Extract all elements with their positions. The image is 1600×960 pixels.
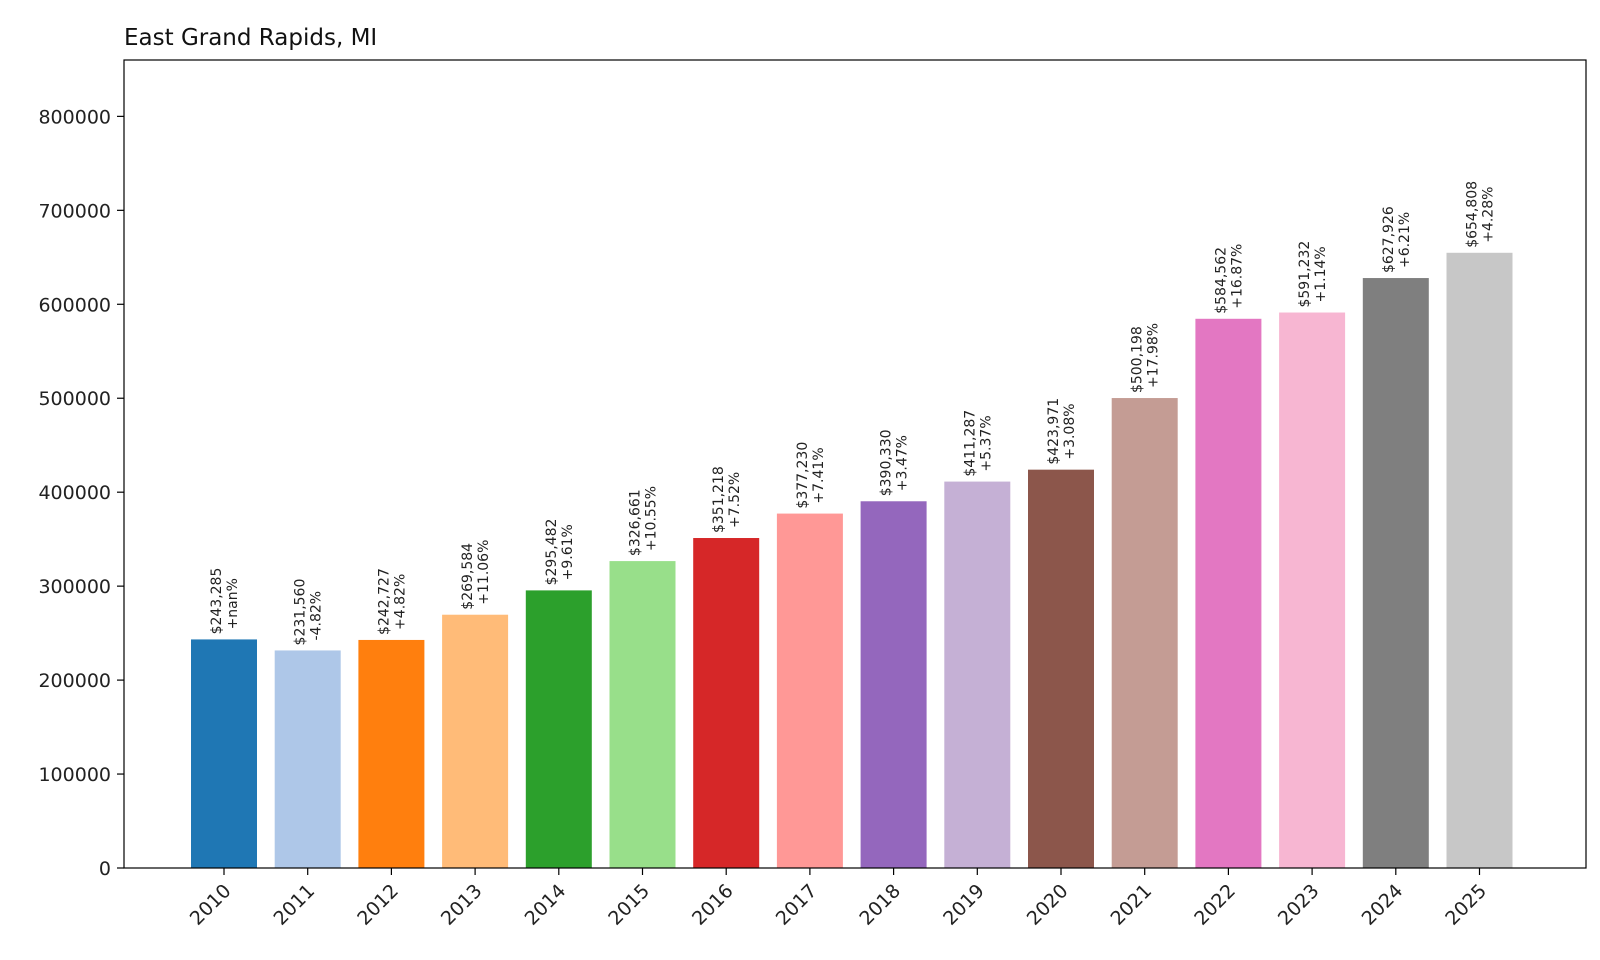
bar-value-label-2024: $627,926	[1381, 206, 1397, 273]
x-tick-label-2023: 2023	[1274, 880, 1324, 930]
x-tick-label-2025: 2025	[1441, 880, 1491, 930]
bar-value-label-2022: $584,562	[1213, 247, 1229, 314]
bar-value-label-2018: $390,330	[879, 429, 895, 496]
bar-value-label-2025: $654,808	[1465, 181, 1481, 248]
x-tick-label-2024: 2024	[1358, 880, 1408, 930]
bar-change-label-2018: +3.47%	[895, 435, 911, 491]
bar-2015	[609, 561, 676, 868]
y-tick-label: 100000	[38, 764, 111, 786]
bar-2024	[1362, 278, 1429, 868]
bar-2014	[525, 590, 592, 868]
bar-value-label-2020: $423,971	[1046, 398, 1062, 465]
bar-value-label-2010: $243,285	[209, 568, 225, 635]
bar-value-label-2023: $591,232	[1297, 241, 1313, 308]
x-tick-label-2020: 2020	[1023, 880, 1073, 930]
bar-value-label-2014: $295,482	[544, 519, 560, 586]
bar-value-label-2019: $411,287	[962, 410, 978, 477]
x-tick-label-2010: 2010	[186, 880, 236, 930]
bar-value-label-2011: $231,560	[293, 579, 309, 646]
y-tick-label: 0	[99, 858, 111, 880]
x-tick-label-2019: 2019	[939, 880, 989, 930]
x-tick-label-2016: 2016	[688, 880, 738, 930]
bar-change-label-2024: +6.21%	[1397, 212, 1413, 268]
bar-2013	[442, 614, 509, 868]
x-tick-label-2017: 2017	[772, 880, 822, 930]
x-tick-label-2011: 2011	[269, 880, 319, 930]
x-tick-label-2014: 2014	[521, 880, 571, 930]
bar-value-label-2017: $377,230	[795, 442, 811, 509]
x-tick-label-2015: 2015	[604, 880, 654, 930]
bar-change-label-2020: +3.08%	[1062, 403, 1078, 459]
x-tick-label-2022: 2022	[1190, 880, 1240, 930]
bar-labels-group: $243,285 +nan% $231,560 -4.82% $242,727 +4.82…	[209, 181, 1497, 645]
bar-change-label-2010: +nan%	[225, 578, 241, 629]
y-axis: 0 100000 200000 300000 400000 500000 600000 700…	[38, 106, 124, 880]
bar-value-label-2012: $242,727	[376, 568, 392, 635]
bar-change-label-2019: +5.37%	[978, 415, 994, 471]
y-tick-label: 400000	[38, 482, 111, 504]
bar-change-label-2011: -4.82%	[309, 591, 325, 641]
bar-change-label-2012: +4.82%	[392, 574, 408, 630]
y-tick-label: 500000	[38, 388, 111, 410]
y-tick-label: 600000	[38, 294, 111, 316]
bar-change-label-2022: +16.87%	[1229, 244, 1245, 309]
bar-change-label-2016: +7.52%	[727, 472, 743, 528]
x-tick-label-2018: 2018	[855, 880, 905, 930]
bar-2012	[358, 639, 425, 868]
bar-2011	[274, 650, 341, 868]
bar-2017	[776, 513, 843, 868]
y-tick-label: 200000	[38, 670, 111, 692]
bar-change-label-2013: +11.06%	[476, 540, 492, 605]
y-tick-label: 300000	[38, 576, 111, 598]
bar-value-label-2016: $351,218	[711, 466, 727, 533]
plot-frame	[123, 59, 1587, 869]
x-tick-label-2012: 2012	[353, 880, 403, 930]
bar-change-label-2025: +4.28%	[1481, 187, 1497, 243]
bar-change-label-2017: +7.41%	[811, 447, 827, 503]
bar-value-label-2013: $269,584	[460, 543, 476, 610]
bars-group	[191, 252, 1513, 869]
x-axis: 2010 2011 2012 2013 2014 2015 2016 2017 2018 2019…	[186, 868, 1491, 930]
bar-2020	[1028, 469, 1094, 868]
bar-2016	[693, 538, 760, 868]
bar-2018	[860, 501, 927, 868]
bar-2021	[1111, 398, 1178, 868]
bar-2025	[1446, 252, 1513, 868]
bar-2022	[1195, 318, 1262, 869]
bar-2010	[191, 639, 257, 868]
bar-change-label-2023: +1.14%	[1313, 246, 1329, 302]
bar-2023	[1279, 312, 1346, 868]
bar-change-label-2015: +10.55%	[644, 486, 660, 551]
chart-title: East Grand Rapids, MI	[124, 25, 377, 51]
bar-change-label-2021: +17.98%	[1146, 323, 1162, 388]
bar-value-label-2015: $326,661	[628, 489, 644, 556]
bar-2019	[944, 481, 1011, 868]
bar-change-label-2014: +9.61%	[560, 524, 576, 580]
y-tick-label: 700000	[38, 200, 111, 222]
x-tick-label-2013: 2013	[437, 880, 487, 930]
y-tick-label: 800000	[38, 106, 111, 128]
x-tick-label-2021: 2021	[1106, 880, 1156, 930]
bar-value-label-2021: $500,198	[1130, 326, 1146, 393]
